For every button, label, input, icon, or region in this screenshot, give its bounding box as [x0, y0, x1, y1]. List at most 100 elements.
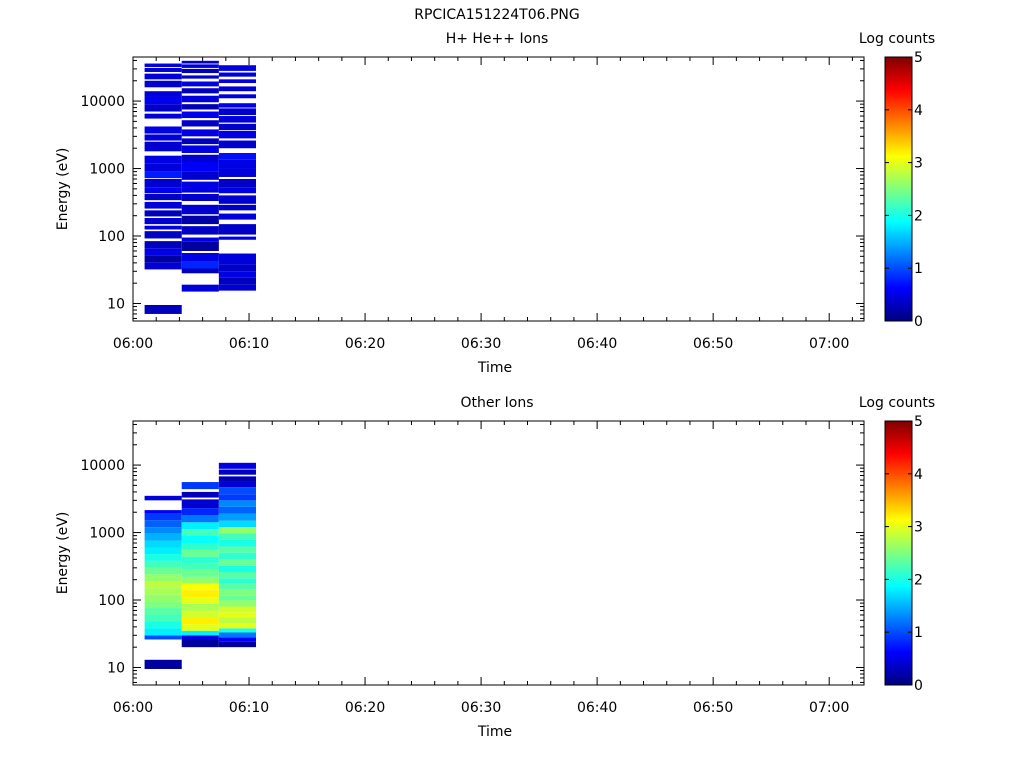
x-tick-label: 06:30	[461, 700, 501, 716]
heatmap-cell	[218, 140, 256, 149]
heatmap-cell	[144, 601, 182, 609]
x-tick-label: 06:50	[693, 336, 733, 352]
heatmap-cell	[218, 527, 256, 534]
heatmap-cell	[181, 529, 219, 536]
heatmap-cell	[181, 154, 219, 162]
heatmap-cell	[218, 595, 256, 601]
heatmap-cell	[144, 193, 182, 201]
heatmap-cell	[218, 195, 256, 204]
heatmap-cell	[144, 628, 182, 636]
heatmap-cell	[144, 126, 182, 134]
heatmap-cell	[218, 513, 256, 521]
heatmap-cell	[181, 617, 219, 625]
heatmap-cell	[181, 253, 219, 262]
x-tick-label: 06:00	[113, 700, 153, 716]
heatmap-cells	[144, 60, 256, 314]
heatmap-cell	[218, 253, 256, 265]
heatmap-cell	[218, 617, 256, 624]
heatmap-cell	[144, 262, 182, 270]
colorbar-title: Log counts	[859, 31, 935, 47]
x-tick-label: 06:20	[345, 700, 385, 716]
heatmap-cell	[181, 145, 219, 153]
heatmap-cell	[218, 589, 256, 596]
x-tick-label: 06:10	[229, 336, 269, 352]
heatmap-cell	[218, 500, 256, 507]
heatmap-cell	[144, 635, 182, 640]
heatmap-cell	[218, 641, 256, 648]
heatmap-cell	[181, 499, 219, 509]
heatmap-cell	[181, 576, 219, 584]
heatmap-cell	[144, 510, 182, 514]
heatmap-cell	[144, 659, 182, 669]
x-tick-label: 06:40	[577, 336, 617, 352]
heatmap-cell	[181, 226, 219, 235]
colorbar-tick-label: 2	[914, 208, 923, 224]
heatmap-cell	[218, 476, 256, 482]
heatmap-cell	[218, 552, 256, 560]
heatmap-cell	[218, 578, 256, 584]
x-axis-title: Time	[477, 724, 512, 740]
heatmap-cell	[181, 563, 219, 570]
colorbar: 0 1 2 3 4 5	[884, 414, 923, 694]
heatmap-cell	[181, 95, 219, 103]
y-axis-title: Energy (eV)	[55, 512, 71, 595]
heatmap-cell	[144, 210, 182, 217]
heatmap-cell	[144, 96, 182, 105]
y-tick-label: 10	[107, 296, 125, 312]
y-tick-label: 1000	[89, 162, 125, 178]
x-tick-label: 07:00	[809, 700, 849, 716]
colorbar-tick-label: 1	[914, 625, 923, 641]
heatmap-cell	[218, 94, 256, 99]
heatmap-cell	[218, 131, 256, 139]
heatmap-cell	[218, 600, 256, 607]
heatmap-cell	[218, 487, 256, 495]
heatmap-cell	[181, 162, 219, 172]
heatmap-cell	[144, 621, 182, 629]
heatmap-cell	[218, 469, 256, 475]
heatmap-cell	[218, 116, 256, 123]
heatmap-cell	[181, 138, 219, 145]
heatmap-cell	[181, 60, 219, 64]
y-tick-label: 10	[107, 660, 125, 676]
colorbar-tick-label: 4	[914, 103, 923, 119]
heatmap-cell	[144, 171, 182, 179]
heatmap-cell	[218, 86, 256, 92]
heatmap-cell	[181, 590, 219, 598]
heatmap-cell	[181, 215, 219, 225]
heatmap-cell	[181, 624, 219, 631]
colorbar-tick-label: 4	[914, 467, 923, 483]
heatmap-cell	[181, 204, 219, 215]
heatmap-cell	[218, 606, 256, 613]
x-tick-label: 06:30	[461, 336, 501, 352]
heatmap-cell	[181, 549, 219, 557]
x-tick-label: 06:00	[113, 336, 153, 352]
heatmap-cell	[181, 569, 219, 577]
heatmap-cell	[181, 237, 219, 242]
heatmap-cell	[144, 155, 182, 164]
colorbar-title: Log counts	[859, 395, 935, 411]
heatmap-cell	[181, 556, 219, 564]
heatmap-cell	[218, 152, 256, 160]
heatmap-cell	[218, 583, 256, 590]
heatmap-cell	[218, 632, 256, 638]
heatmap-cell	[181, 597, 219, 604]
heatmap-cell	[218, 277, 256, 285]
heatmap-cell	[144, 67, 182, 72]
heatmap-cell	[144, 241, 182, 249]
heatmap-cell	[144, 104, 182, 112]
heatmap-cell	[144, 495, 182, 501]
heatmap-cell	[144, 201, 182, 209]
colorbar-tick-label: 3	[914, 520, 923, 536]
heatmap-cell	[218, 65, 256, 71]
figure-title: RPCICA151224T06.PNG	[414, 7, 579, 23]
heatmap-cell	[144, 554, 182, 561]
heatmap-cell	[181, 482, 219, 490]
heatmap-cell	[218, 187, 256, 194]
heatmap-cell	[144, 73, 182, 80]
heatmap-cell	[181, 120, 219, 127]
heatmap-cell	[181, 284, 219, 292]
heatmap-cell	[218, 284, 256, 291]
y-tick-label: 1000	[89, 526, 125, 542]
heatmap-cell	[181, 268, 219, 274]
heatmap-cell	[181, 68, 219, 74]
